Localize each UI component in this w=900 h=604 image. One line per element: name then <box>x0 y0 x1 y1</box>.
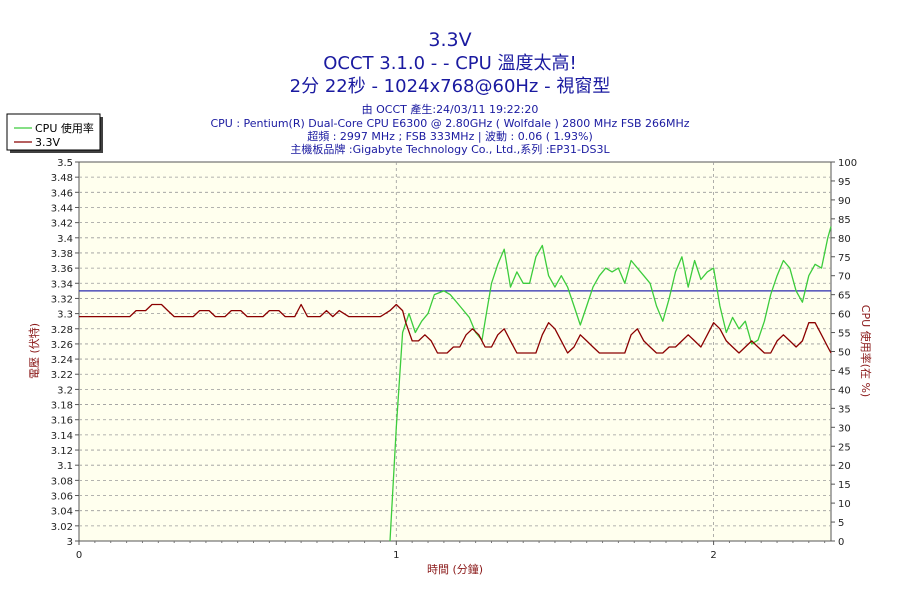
right-axis-tick-label: 75 <box>838 253 851 264</box>
right-axis-tick-label: 85 <box>838 215 851 226</box>
x-axis-tick-label: 2 <box>710 550 716 561</box>
right-axis-tick-label: 30 <box>838 423 851 434</box>
grid <box>79 162 831 541</box>
x-axis-ticks: 0 1 2 <box>76 541 826 561</box>
left-axis-tick-label: 3.08 <box>51 476 73 487</box>
right-axis-tick-label: 90 <box>838 196 851 207</box>
legend-voltage-label: 3.3V <box>35 136 60 149</box>
right-axis-tick-label: 70 <box>838 272 851 283</box>
y-axis-left-label: 電壓 (伏特) <box>27 323 41 379</box>
left-axis-tick-label: 3.3 <box>57 310 73 321</box>
right-axis-tick-label: 45 <box>838 366 851 377</box>
chart-cpu-info: CPU : Pentium(R) Dual-Core CPU E6300 @ 2… <box>210 117 689 130</box>
right-axis-tick-label: 20 <box>838 461 851 472</box>
left-axis-tick-label: 3.12 <box>51 446 73 457</box>
cpu-usage-series-line <box>389 226 832 542</box>
x-axis-tick-label: 1 <box>393 550 399 561</box>
left-axis-tick-label: 3.26 <box>51 340 73 351</box>
chart-run-info: 2分 22秒 - 1024x768@60Hz - 視窗型 <box>290 76 611 97</box>
legend: CPU 使用率 3.3V <box>6 113 103 153</box>
chart-title: 3.3V <box>428 29 471 51</box>
left-axis-tick-label: 3.34 <box>51 279 73 290</box>
y-axis-right-label: CPU 使用率(在 %) <box>859 305 873 397</box>
left-axis-tick-label: 3.32 <box>51 294 73 305</box>
right-axis-ticks: 0 5 10 15 20 25 30 35 40 45 50 55 60 65 70 75 80 85 90 95 10… <box>831 158 857 548</box>
plot-area <box>78 161 832 542</box>
right-axis-tick-label: 35 <box>838 404 851 415</box>
left-axis-tick-label: 3.4 <box>57 234 73 245</box>
chart-board-info: 主機板品牌 :Gigabyte Technology Co., Ltd.,系列 … <box>290 142 610 156</box>
series-layer <box>79 226 832 542</box>
voltage-series-line <box>79 303 832 354</box>
left-axis-tick-label: 3.46 <box>51 188 73 199</box>
right-axis-tick-label: 5 <box>838 518 844 529</box>
left-axis-tick-label: 3.06 <box>51 492 73 503</box>
chart-oc-info: 超頻 : 2997 MHz ; FSB 333MHz | 波動 : 0.06 (… <box>307 129 593 143</box>
left-axis-tick-label: 3.02 <box>51 522 73 533</box>
left-axis-tick-label: 3.5 <box>57 158 73 169</box>
left-axis-tick-label: 3.38 <box>51 249 73 260</box>
right-axis-tick-label: 55 <box>838 329 851 340</box>
left-axis-tick-label: 3.2 <box>57 385 73 396</box>
right-axis-tick-label: 65 <box>838 291 851 302</box>
left-axis-tick-label: 3.36 <box>51 264 73 275</box>
left-axis-tick-label: 3.28 <box>51 325 73 336</box>
legend-cpu-usage-label: CPU 使用率 <box>35 121 94 135</box>
chart-subtitle: OCCT 3.1.0 - - CPU 溫度太高! <box>323 53 577 74</box>
right-axis-tick-label: 15 <box>838 480 851 491</box>
left-axis-tick-label: 3.1 <box>57 461 73 472</box>
left-axis-tick-label: 3.22 <box>51 370 73 381</box>
left-axis-ticks: 3 3.02 3.04 3.06 3.08 3.1 3.12 3.14 3.16 3.18 3.2 3… <box>51 158 79 548</box>
right-axis-tick-label: 0 <box>838 537 844 548</box>
right-axis-tick-label: 50 <box>838 348 851 359</box>
left-axis-tick-label: 3.42 <box>51 219 73 230</box>
x-axis-tick-label: 0 <box>76 550 82 561</box>
right-axis-tick-label: 60 <box>838 310 851 321</box>
x-axis-label: 時間 (分鐘) <box>427 562 483 576</box>
right-axis-tick-label: 100 <box>838 158 857 169</box>
right-axis-tick-label: 10 <box>838 499 851 510</box>
chart-generated-by: 由 OCCT 產生:24/03/11 19:22:20 <box>362 102 539 116</box>
left-axis-tick-label: 3.48 <box>51 173 73 184</box>
left-axis-tick-label: 3.18 <box>51 401 73 412</box>
left-axis-tick-label: 3 <box>67 537 73 548</box>
left-axis-tick-label: 3.16 <box>51 416 73 427</box>
right-axis-tick-label: 80 <box>838 234 851 245</box>
left-axis-tick-label: 3.44 <box>51 203 73 214</box>
right-axis-tick-label: 40 <box>838 385 851 396</box>
left-axis-tick-label: 3.04 <box>51 507 73 518</box>
right-axis-tick-label: 25 <box>838 442 851 453</box>
left-axis-tick-label: 3.14 <box>51 431 73 442</box>
right-axis-tick-label: 95 <box>838 177 851 188</box>
left-axis-tick-label: 3.24 <box>51 355 73 366</box>
